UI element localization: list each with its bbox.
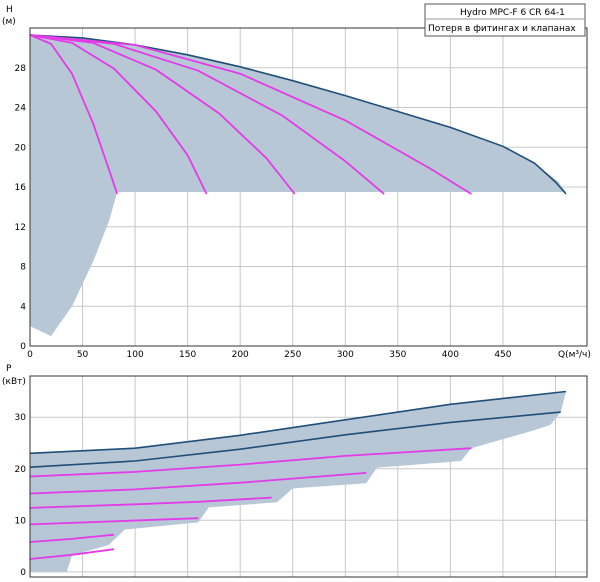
power-y-tick-labels: 0 10 20 30 (15, 413, 27, 578)
head-chart: 0 4 8 12 16 20 24 28 0 50 100 150 200 250 300 350 400 45… (2, 3, 591, 360)
legend-entry-losses: Потеря в фитингах и клапанах (428, 24, 576, 34)
y-tick-label: 30 (15, 413, 27, 423)
x-tick-label: 100 (127, 350, 144, 360)
curve-line (29, 34, 472, 195)
y-tick-label: 8 (20, 263, 26, 273)
y-tick-label: 16 (15, 183, 27, 193)
x-tick-label: 150 (179, 350, 196, 360)
head-curves (29, 34, 567, 195)
x-tick-label: 50 (77, 350, 89, 360)
head-x-axis-label: Q(м³/ч) (558, 350, 591, 360)
curve-line (29, 472, 367, 495)
x-tick-label: 300 (337, 350, 354, 360)
curve-line (29, 34, 119, 195)
curve-line (29, 496, 272, 509)
head-chart-frame (29, 27, 588, 347)
curve-line (29, 533, 115, 543)
x-tick-label: 0 (27, 350, 33, 360)
power-curves (29, 390, 567, 560)
head-y-axis-unit: (м) (2, 17, 16, 27)
y-tick-label: 0 (20, 342, 26, 352)
y-tick-label: 28 (15, 64, 27, 74)
y-tick-label: 20 (15, 143, 27, 153)
curve-line (29, 548, 115, 560)
x-tick-label: 200 (232, 350, 249, 360)
y-tick-label: 20 (15, 465, 27, 475)
curve-line (29, 390, 567, 455)
x-tick-label: 250 (284, 350, 301, 360)
power-y-axis-unit: (кВт) (2, 377, 26, 387)
legend-entry-pump: Hydro MPC-F 6 CR 64-1 (460, 8, 565, 18)
x-tick-label: 450 (494, 350, 511, 360)
curve-line (29, 34, 208, 195)
y-tick-label: 10 (15, 516, 27, 526)
curve-line (29, 411, 561, 468)
head-y-tick-labels: 0 4 8 12 16 20 24 28 (15, 64, 27, 352)
x-tick-label: 350 (389, 350, 406, 360)
y-tick-label: 12 (15, 223, 26, 233)
y-tick-label: 24 (15, 104, 27, 114)
head-y-axis-label: H (6, 5, 13, 15)
head-operating-envelope (30, 35, 566, 337)
legend: Hydro MPC-F 6 CR 64-1 Потеря в фитингах … (424, 3, 586, 37)
power-chart-frame (29, 375, 588, 578)
curve-line (29, 447, 472, 478)
curve-line (29, 517, 199, 526)
power-y-axis-label: P (6, 364, 12, 374)
y-tick-label: 0 (20, 568, 26, 578)
legend-box (424, 3, 586, 37)
x-tick-label: 400 (442, 350, 459, 360)
curve-line (29, 34, 296, 195)
power-chart: 0 10 20 30 P (кВт) (2, 364, 588, 578)
head-x-tick-labels: 0 50 100 150 200 250 300 350 400 450 (27, 350, 512, 360)
y-tick-label: 4 (20, 302, 26, 312)
power-operating-envelope (30, 391, 566, 572)
